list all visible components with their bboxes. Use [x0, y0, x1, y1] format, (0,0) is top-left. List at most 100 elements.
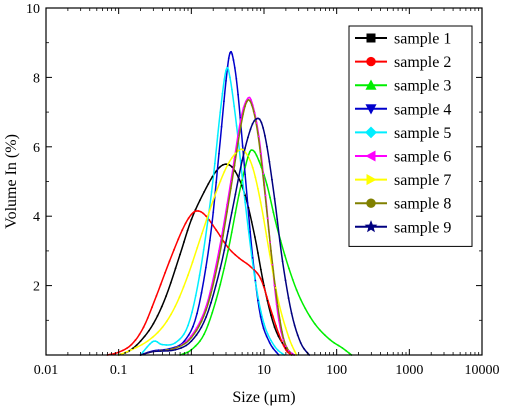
legend-marker: [366, 33, 376, 43]
data-point: [221, 164, 224, 166]
data-point: [183, 340, 186, 343]
legend-label: sample 6: [394, 149, 451, 166]
data-point: [257, 159, 260, 162]
legend-item: sample 5: [355, 125, 451, 142]
data-point: [290, 344, 293, 347]
legend-label: sample 5: [394, 125, 451, 142]
data-point: [250, 149, 253, 152]
data-point: [225, 69, 227, 72]
legend-item: sample 8: [355, 196, 451, 213]
data-point: [313, 322, 316, 325]
data-point: [255, 154, 258, 157]
data-point: [260, 164, 263, 167]
x-tick-label: 0.01: [34, 363, 59, 378]
data-point: [284, 279, 287, 282]
data-point: [257, 187, 259, 190]
data-point: [273, 326, 276, 329]
data-point: [251, 166, 254, 169]
data-point: [195, 329, 198, 332]
data-point: [287, 267, 290, 270]
data-point: [328, 338, 331, 341]
data-point: [152, 322, 155, 325]
data-point: [191, 311, 193, 314]
data-point: [180, 344, 182, 347]
data-point: [264, 134, 266, 137]
data-point: [272, 270, 275, 272]
data-point: [246, 156, 249, 159]
data-point: [226, 210, 228, 213]
data-point: [271, 178, 273, 181]
data-point: [348, 352, 351, 355]
data-point: [235, 77, 238, 80]
data-point: [237, 256, 240, 259]
data-point: [156, 331, 159, 334]
data-point: [211, 223, 214, 226]
data-point: [160, 305, 163, 308]
data-point: [236, 135, 239, 138]
data-point: [290, 312, 293, 315]
data-point: [233, 164, 236, 167]
legend-label: sample 1: [394, 31, 451, 48]
data-point: [274, 288, 277, 291]
data-point: [260, 152, 262, 155]
data-point: [291, 352, 293, 355]
data-point: [267, 228, 270, 231]
data-point: [260, 121, 263, 124]
data-point: [180, 347, 182, 349]
legend-item: sample 1: [355, 31, 451, 48]
data-point: [265, 235, 268, 238]
data-point: [152, 350, 155, 353]
data-point: [208, 219, 211, 221]
data-point: [277, 333, 280, 336]
data-point: [187, 217, 190, 220]
legend-marker: [365, 104, 377, 115]
data-point: [233, 105, 236, 108]
data-point: [230, 250, 233, 253]
data-point: [202, 248, 205, 251]
data-point: [239, 125, 242, 127]
data-point: [223, 267, 226, 270]
data-point: [200, 317, 203, 320]
data-point: [234, 152, 237, 155]
data-point: [244, 166, 247, 168]
data-point: [268, 253, 271, 256]
data-point: [218, 256, 220, 259]
data-point: [281, 330, 283, 333]
data-point: [309, 315, 311, 318]
data-point: [174, 267, 177, 270]
data-point: [260, 166, 263, 169]
legend-label: sample 8: [394, 196, 451, 213]
data-point: [219, 283, 222, 286]
data-point: [266, 184, 268, 186]
legend-marker: [365, 79, 377, 90]
data-point: [201, 232, 203, 235]
data-point: [244, 194, 247, 197]
data-point: [165, 295, 168, 297]
data-point: [241, 145, 244, 147]
y-tick-label: 10: [26, 2, 40, 17]
data-point: [185, 341, 188, 344]
data-point: [195, 327, 198, 330]
data-point: [299, 298, 302, 301]
axis-layer: 0.01 0.1 1 10 100 1000 10000 2 4 6 8 10 Size (μm) Vol…: [3, 2, 500, 406]
data-point: [345, 349, 347, 352]
data-point: [262, 127, 265, 129]
data-point: [263, 322, 265, 325]
data-point: [245, 262, 248, 265]
data-point: [195, 210, 197, 212]
data-point: [209, 289, 212, 292]
data-point: [233, 66, 236, 69]
data-point: [223, 100, 225, 103]
data-point: [145, 346, 148, 349]
data-point: [286, 346, 288, 349]
data-point: [198, 199, 201, 202]
data-point: [187, 334, 190, 336]
data-point: [265, 335, 268, 338]
data-point: [163, 348, 165, 351]
data-point: [272, 347, 275, 350]
data-point: [214, 284, 217, 287]
data-point: [172, 249, 175, 251]
data-point: [215, 191, 218, 193]
data-point: [187, 324, 189, 327]
data-point: [244, 147, 247, 149]
